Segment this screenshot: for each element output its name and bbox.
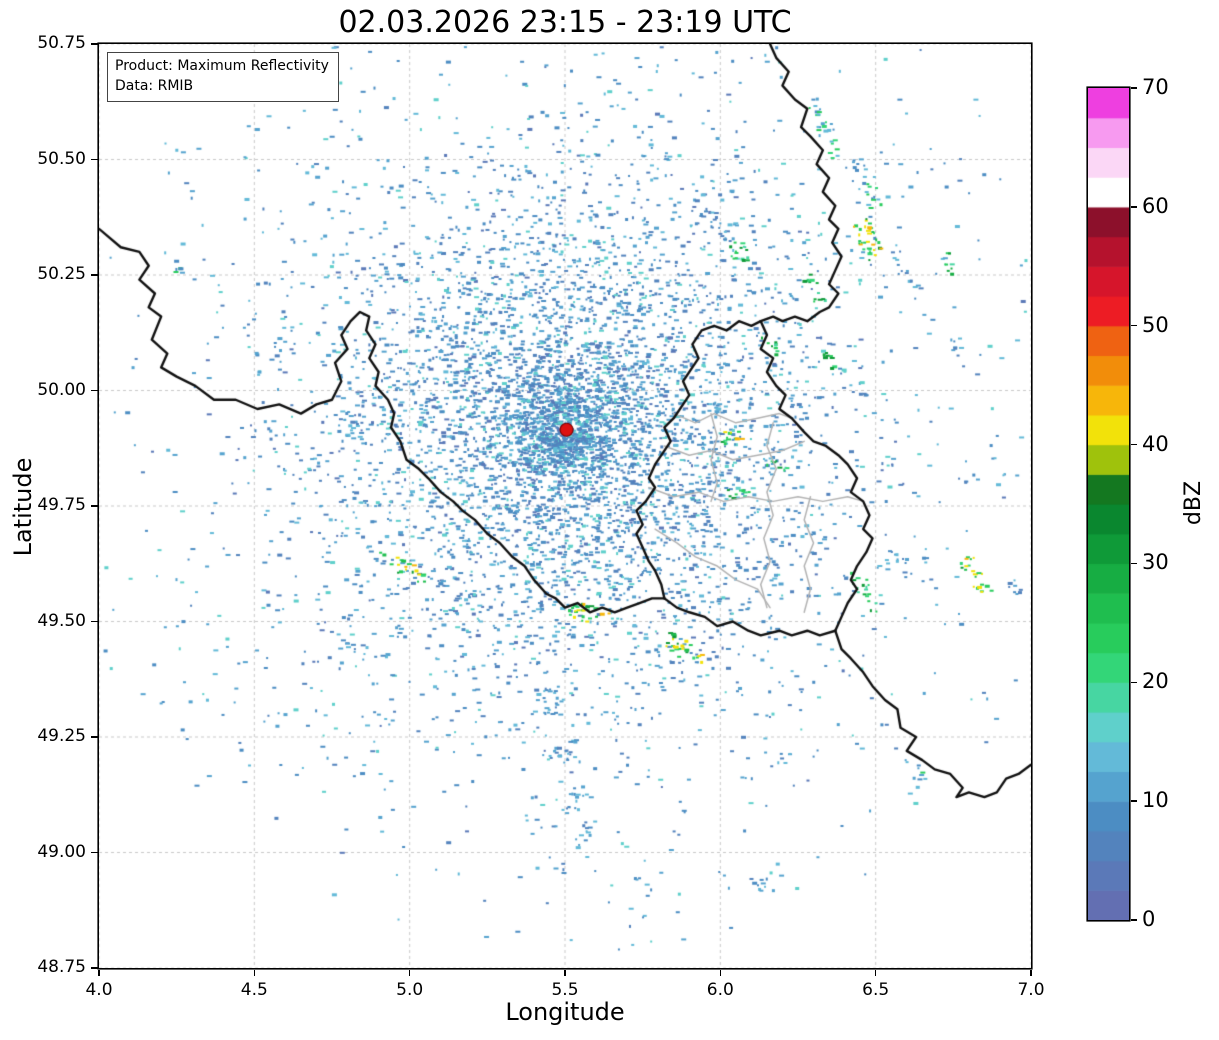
x-tick-label: 7.0	[1017, 980, 1045, 1000]
colorbar-tick-label: 50	[1142, 312, 1169, 337]
y-tick-label: 50.75	[37, 33, 86, 53]
x-tick-label: 5.5	[551, 980, 579, 1000]
y-tick-mark	[91, 851, 98, 854]
y-tick-label: 49.00	[37, 841, 86, 862]
colorbar-tick-mark	[1131, 800, 1137, 802]
x-tick-label: 6.0	[706, 980, 734, 1000]
x-tick-mark	[98, 970, 100, 976]
x-tick-mark	[253, 970, 256, 976]
colorbar-tick-label: 10	[1142, 788, 1169, 813]
y-tick-mark	[91, 505, 98, 507]
y-tick-mark	[91, 43, 98, 45]
figure-title: 02.03.2026 23:15 - 23:19 UTC	[338, 5, 792, 40]
y-tick-label: 49.25	[37, 726, 86, 746]
colorbar-tick-mark	[1131, 562, 1137, 565]
colorbar-tick-mark	[1131, 324, 1137, 327]
annotation-data-line: Data: RMIB	[115, 78, 194, 95]
y-tick-mark	[91, 158, 98, 161]
y-tick-mark	[91, 620, 98, 623]
y-tick-mark	[91, 967, 98, 969]
x-tick-label: 4.0	[85, 980, 113, 1000]
y-tick-mark	[91, 736, 98, 738]
colorbar-tick-mark	[1131, 87, 1137, 89]
x-axis-label: Longitude	[505, 998, 625, 1026]
colorbar-tick-label: 0	[1142, 907, 1156, 931]
y-tick-label: 49.50	[37, 610, 86, 631]
x-tick-mark	[719, 970, 722, 976]
colorbar-tick-mark	[1131, 443, 1137, 446]
radar-map-canvas	[99, 44, 1031, 968]
y-tick-label: 49.75	[37, 495, 86, 515]
x-tick-label: 4.5	[240, 980, 268, 1000]
annotation-product-line: Product: Maximum Reflectivity	[115, 58, 329, 74]
x-tick-label: 5.0	[396, 980, 424, 1000]
colorbar-tick-mark	[1131, 206, 1137, 208]
y-tick-label: 50.00	[37, 379, 86, 400]
colorbar-tick-label: 20	[1142, 669, 1169, 694]
x-tick-mark	[1030, 970, 1032, 976]
colorbar-tick-label: 40	[1142, 431, 1169, 456]
y-tick-mark	[91, 389, 98, 392]
y-tick-mark	[91, 274, 98, 276]
colorbar-canvas	[1088, 88, 1129, 920]
colorbar-label: dBZ	[1181, 480, 1206, 526]
colorbar-tick-mark	[1131, 919, 1137, 921]
y-tick-label: 48.75	[37, 957, 86, 977]
y-tick-label: 50.50	[37, 148, 86, 169]
colorbar-tick-label: 60	[1142, 193, 1169, 218]
colorbar	[1088, 88, 1129, 920]
y-tick-label: 50.25	[37, 264, 86, 284]
plot-area: Product: Maximum Reflectivity Data: RMIB	[99, 44, 1031, 968]
x-tick-mark	[408, 970, 411, 976]
colorbar-tick-label: 30	[1142, 550, 1169, 575]
colorbar-tick-mark	[1131, 681, 1137, 684]
x-tick-mark	[564, 970, 566, 976]
annotation-box: Product: Maximum Reflectivity Data: RMIB	[107, 52, 339, 102]
x-tick-label: 6.5	[862, 980, 890, 1000]
x-tick-mark	[874, 970, 877, 976]
colorbar-tick-label: 70	[1142, 75, 1169, 99]
